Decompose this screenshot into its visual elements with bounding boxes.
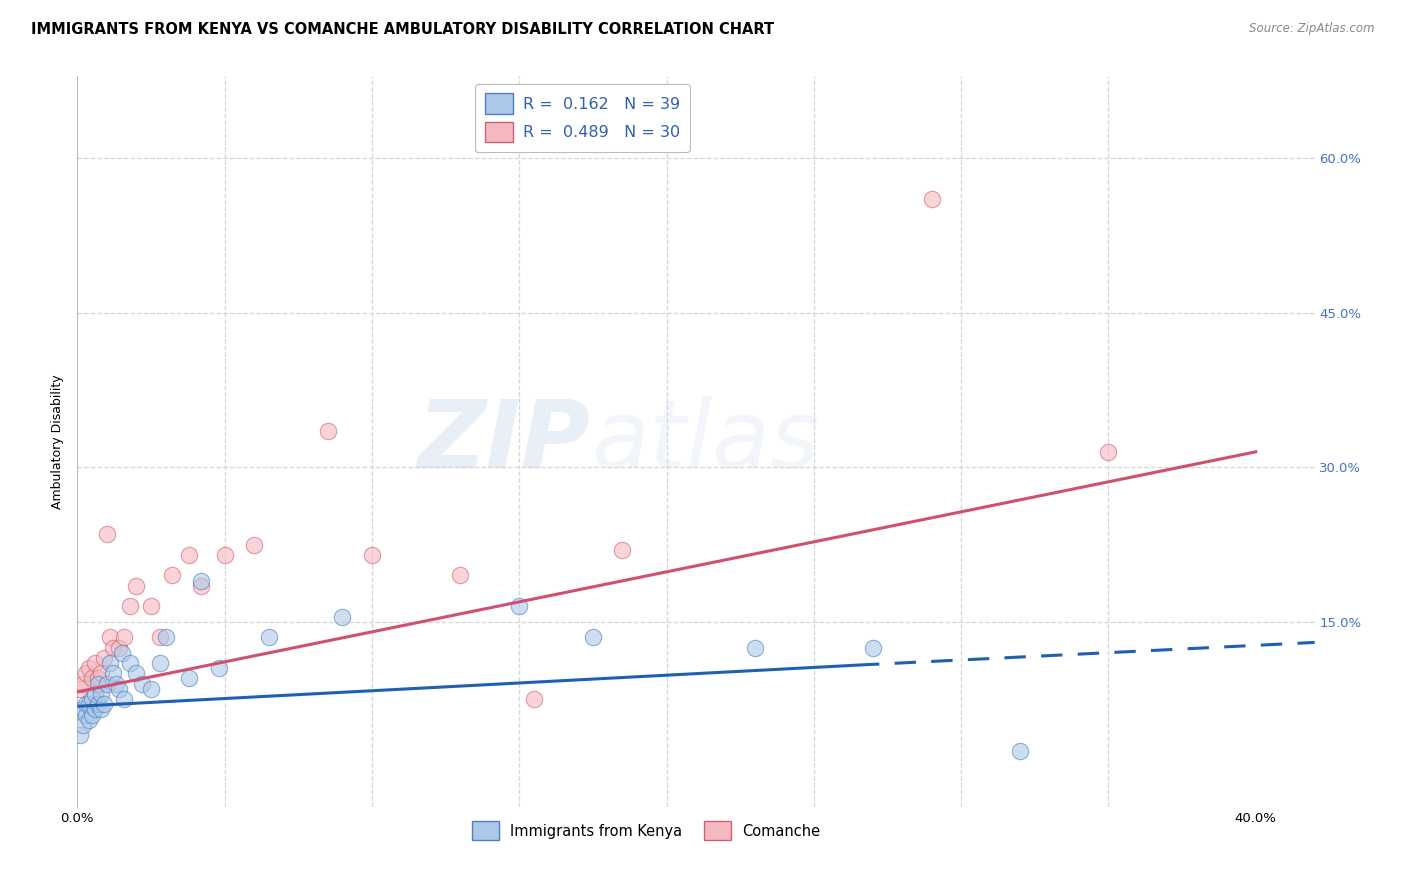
Point — [582, 630, 605, 644]
Point — [90, 687, 112, 701]
Point — [75, 698, 97, 712]
Text: ZIP: ZIP — [418, 395, 591, 488]
Point — [149, 630, 172, 644]
Point — [612, 542, 634, 557]
Point — [131, 676, 153, 690]
Point — [214, 548, 236, 562]
Point — [75, 707, 97, 722]
Point — [139, 599, 162, 614]
Point — [77, 661, 100, 675]
Point — [110, 646, 132, 660]
Point — [243, 537, 266, 551]
Point — [84, 687, 107, 701]
Point — [921, 193, 943, 207]
Y-axis label: Ambulatory Disability: Ambulatory Disability — [51, 375, 65, 508]
Point — [862, 640, 884, 655]
Point — [72, 676, 94, 690]
Point — [98, 630, 121, 644]
Point — [190, 574, 212, 588]
Point — [155, 630, 177, 644]
Point — [125, 579, 148, 593]
Legend: Immigrants from Kenya, Comanche: Immigrants from Kenya, Comanche — [465, 814, 828, 847]
Point — [508, 599, 530, 614]
Point — [69, 681, 91, 696]
Point — [120, 599, 142, 614]
Point — [179, 548, 201, 562]
Point — [93, 651, 115, 665]
Point — [114, 630, 136, 644]
Point — [744, 640, 766, 655]
Point — [72, 702, 94, 716]
Point — [87, 676, 110, 690]
Point — [120, 656, 142, 670]
Point — [96, 676, 118, 690]
Point — [332, 609, 354, 624]
Point — [104, 676, 127, 690]
Point — [77, 698, 100, 712]
Point — [107, 681, 129, 696]
Point — [80, 707, 103, 722]
Point — [1097, 445, 1119, 459]
Point — [84, 656, 107, 670]
Point — [107, 640, 129, 655]
Point — [69, 728, 91, 742]
Point — [114, 692, 136, 706]
Point — [316, 424, 339, 438]
Point — [101, 640, 124, 655]
Point — [523, 692, 546, 706]
Point — [77, 713, 100, 727]
Point — [87, 672, 110, 686]
Point — [96, 527, 118, 541]
Point — [257, 630, 280, 644]
Point — [125, 666, 148, 681]
Point — [90, 702, 112, 716]
Point — [179, 672, 201, 686]
Text: atlas: atlas — [591, 396, 820, 487]
Point — [90, 666, 112, 681]
Point — [93, 698, 115, 712]
Point — [190, 579, 212, 593]
Point — [80, 672, 103, 686]
Point — [101, 666, 124, 681]
Point — [149, 656, 172, 670]
Text: Source: ZipAtlas.com: Source: ZipAtlas.com — [1250, 22, 1375, 36]
Point — [1008, 743, 1031, 757]
Point — [139, 681, 162, 696]
Point — [98, 656, 121, 670]
Point — [80, 692, 103, 706]
Point — [84, 702, 107, 716]
Point — [75, 666, 97, 681]
Point — [87, 698, 110, 712]
Point — [72, 718, 94, 732]
Point — [160, 568, 183, 582]
Point — [208, 661, 231, 675]
Point — [361, 548, 384, 562]
Point — [449, 568, 471, 582]
Text: IMMIGRANTS FROM KENYA VS COMANCHE AMBULATORY DISABILITY CORRELATION CHART: IMMIGRANTS FROM KENYA VS COMANCHE AMBULA… — [31, 22, 775, 37]
